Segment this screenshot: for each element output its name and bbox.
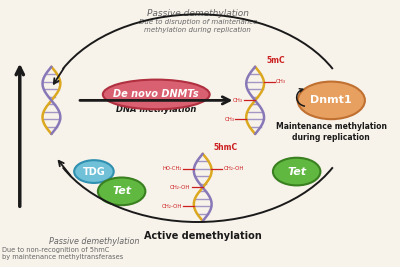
Text: CH₂-OH: CH₂-OH [223,166,244,171]
Ellipse shape [298,82,365,119]
Text: Passive demethylation: Passive demethylation [50,237,140,246]
Text: De novo DNMTs: De novo DNMTs [114,89,199,99]
Text: CH₂-OH: CH₂-OH [162,204,182,209]
Text: CH₃: CH₃ [224,117,234,122]
Text: 5hmC: 5hmC [214,143,238,152]
Text: CH₃: CH₃ [276,79,286,84]
Text: Tet: Tet [112,186,131,196]
Text: Maintenance methylation
during replication: Maintenance methylation during replicati… [276,122,387,142]
Text: DNA methylation: DNA methylation [116,105,196,114]
Text: HO-CH₂: HO-CH₂ [163,166,182,171]
Text: CH₂-OH: CH₂-OH [170,185,191,190]
Text: CH₃: CH₃ [233,98,243,103]
Ellipse shape [98,178,145,205]
Text: Tet: Tet [287,167,306,176]
Text: Due to disruption of maintenance
methylation during replication: Due to disruption of maintenance methyla… [138,19,257,33]
Text: Dnmt1: Dnmt1 [310,95,352,105]
Text: 5mC: 5mC [266,56,285,65]
Text: Due to non-recognition of 5hmC
by maintenance methyltransferases: Due to non-recognition of 5hmC by mainte… [2,247,123,260]
Text: Active demethylation: Active demethylation [144,231,262,241]
Text: TDG: TDG [82,167,105,176]
Ellipse shape [103,80,210,109]
Ellipse shape [74,160,114,183]
Text: Passive demethylation: Passive demethylation [147,9,249,18]
Ellipse shape [273,158,320,185]
